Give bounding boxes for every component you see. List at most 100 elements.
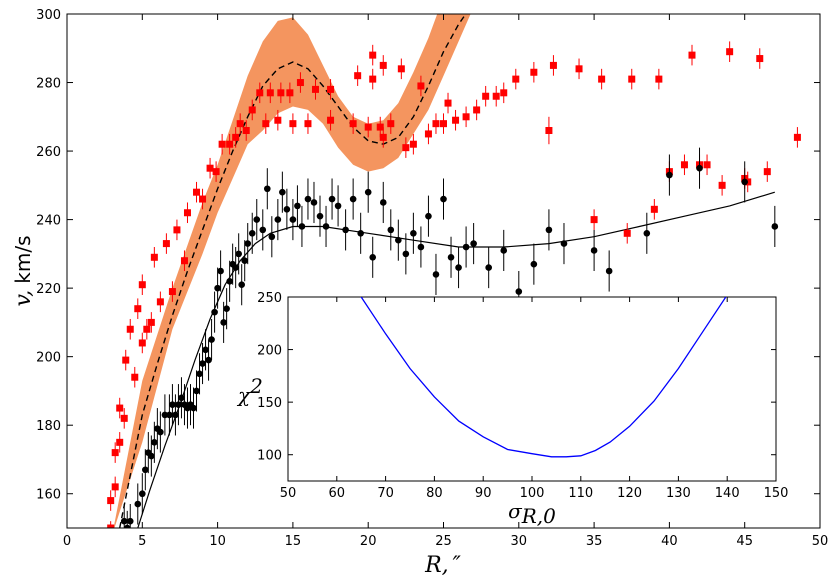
black-data-point — [220, 319, 227, 326]
red-data-point — [111, 449, 119, 457]
black-data-point — [357, 230, 364, 237]
inset-y-variable: χ — [236, 383, 252, 407]
black-data-point — [172, 411, 179, 419]
red-data-point — [703, 161, 711, 169]
red-data-point — [116, 404, 124, 412]
inset-plot — [360, 297, 727, 458]
red-data-point — [397, 65, 405, 73]
black-data-point — [462, 243, 470, 251]
red-data-point — [369, 51, 377, 59]
main-y-tick-label: 200 — [36, 351, 61, 366]
inset-x-tick-label: 50 — [280, 486, 297, 501]
black-data-point — [248, 230, 256, 237]
red-data-point — [793, 133, 801, 141]
black-data-point — [387, 226, 395, 234]
red-data-point — [277, 89, 285, 97]
black-data-point — [304, 195, 312, 203]
black-data-point — [134, 500, 142, 508]
x-axis-variable: R, — [424, 553, 449, 578]
inset-x-variable: σ — [508, 499, 523, 523]
red-data-point — [242, 127, 250, 135]
red-data-point — [232, 133, 240, 141]
black-data-point — [395, 236, 402, 244]
red-data-point — [364, 123, 372, 131]
inset-x-tick-label: 130 — [666, 486, 691, 501]
main-y-tick-label: 160 — [36, 488, 61, 503]
main-y-axis-title: v, km/s — [11, 235, 36, 306]
black-data-point — [447, 253, 455, 261]
main-y-tick-label: 180 — [36, 419, 61, 434]
red-data-point — [756, 55, 764, 63]
red-data-point — [183, 209, 191, 217]
black-data-point — [253, 216, 261, 223]
black-data-point — [425, 212, 432, 220]
red-data-point — [473, 106, 481, 114]
inset-x-tick-label: 140 — [715, 486, 740, 501]
red-data-point — [726, 48, 734, 56]
black-data-point — [310, 199, 318, 206]
main-y-tick-label: 220 — [36, 282, 61, 297]
black-data-point — [226, 277, 233, 285]
red-data-point — [107, 497, 115, 505]
black-data-point — [169, 401, 176, 408]
red-data-point — [262, 120, 270, 128]
red-data-point — [482, 92, 490, 100]
black-data-point — [120, 517, 128, 525]
black-data-point — [214, 284, 221, 292]
dashed-model-curve — [119, 14, 467, 528]
black-data-point — [268, 233, 276, 241]
main-y-tick-label: 280 — [36, 77, 61, 92]
black-data-point — [643, 230, 651, 237]
black-data-point — [328, 195, 336, 203]
red-data-point — [327, 85, 335, 93]
inset-x-axis: 50 60 70 80 90 100 110 120 130 140 150 — [280, 297, 788, 501]
red-data-point — [120, 414, 128, 422]
black-data-point — [151, 439, 158, 446]
black-data-point — [605, 267, 613, 275]
red-data-point — [248, 106, 256, 114]
black-data-point — [193, 387, 200, 395]
black-data-point — [342, 226, 349, 234]
red-data-point — [143, 325, 151, 333]
black-data-point — [279, 188, 286, 196]
black-data-point — [190, 404, 197, 412]
black-data-point — [217, 267, 224, 275]
main-x-axis: 0 5 10 15 20 25 30 35 40 45 50 — [63, 14, 828, 549]
black-data-point — [223, 305, 230, 312]
black-data-point — [349, 195, 357, 203]
red-data-point — [304, 120, 312, 128]
inset-y-tick-label: 150 — [257, 396, 282, 411]
black-data-point — [139, 490, 146, 498]
red-data-point — [349, 120, 357, 128]
red-data-point — [376, 123, 384, 131]
red-data-point — [150, 253, 158, 261]
red-data-point — [289, 120, 297, 128]
black-data-point — [148, 452, 155, 460]
red-data-point — [193, 188, 201, 196]
red-data-point — [236, 120, 244, 128]
inset-y-axis-title: χ2 — [236, 374, 263, 407]
black-data-point — [166, 411, 173, 419]
black-data-point — [294, 202, 301, 210]
inset-x-tick-label: 80 — [426, 486, 443, 501]
red-data-point — [180, 257, 188, 265]
black-data-point — [530, 260, 538, 268]
black-data-point — [500, 247, 508, 254]
red-data-point — [199, 195, 207, 203]
black-data-point — [196, 370, 203, 378]
red-data-point — [266, 89, 274, 97]
inset-y-tick-label: 250 — [257, 291, 282, 306]
main-x-tick-label: 5 — [138, 534, 146, 549]
red-data-point — [156, 298, 164, 306]
red-data-point — [688, 51, 696, 59]
red-data-point — [111, 483, 119, 491]
black-data-point — [157, 428, 164, 436]
red-data-point — [623, 229, 631, 237]
black-data-point — [289, 216, 297, 223]
black-data-point — [402, 250, 410, 258]
red-data-point — [417, 82, 425, 90]
red-data-point — [492, 92, 500, 100]
red-data-point — [274, 116, 282, 124]
main-x-tick-label: 35 — [586, 534, 603, 549]
